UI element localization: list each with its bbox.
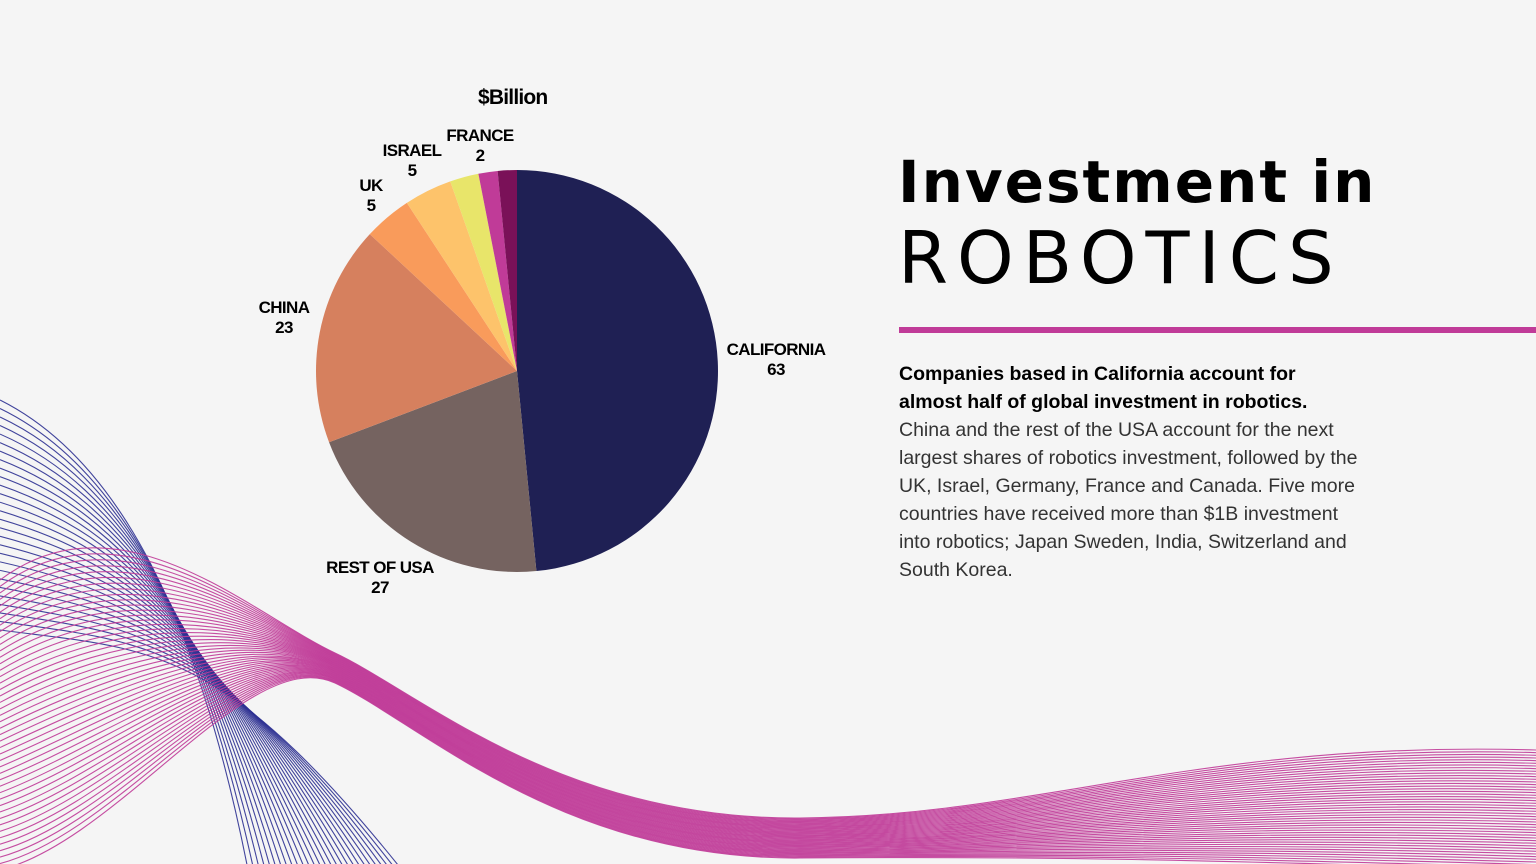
pie-label-china: CHINA 23 — [258, 298, 310, 337]
pie-label-rest-of-usa: REST OF USA 27 — [326, 558, 434, 597]
chart-unit-label: $Billion — [478, 86, 548, 109]
description-rest: China and the rest of the USA account fo… — [899, 419, 1358, 581]
page-title-line1: Investment in — [898, 148, 1377, 216]
pie-label-uk: UK 5 — [359, 176, 383, 215]
pie-slice-israel — [406, 181, 517, 371]
pie-label-israel: ISRAEL 5 — [382, 141, 442, 180]
pie-slice-rest-of-usa — [329, 371, 537, 572]
accent-divider — [899, 327, 1536, 333]
description-lead: Companies based in California account fo… — [899, 363, 1308, 413]
pie-slice-canada-unlabeled — [497, 170, 517, 371]
pie-label-france: FRANCE 2 — [446, 126, 514, 165]
description-text: Companies based in California account fo… — [899, 360, 1359, 584]
pie-slice-uk — [369, 202, 517, 371]
pie-slice-germany-unlabeled — [450, 173, 517, 371]
pie-slice-china — [316, 234, 517, 443]
pie-label-california: CALIFORNIA 63 — [726, 340, 826, 379]
pie-slice-california — [517, 170, 718, 572]
page-title-line2: ROBOTICS — [898, 216, 1343, 300]
pie-slice-france — [478, 170, 517, 371]
